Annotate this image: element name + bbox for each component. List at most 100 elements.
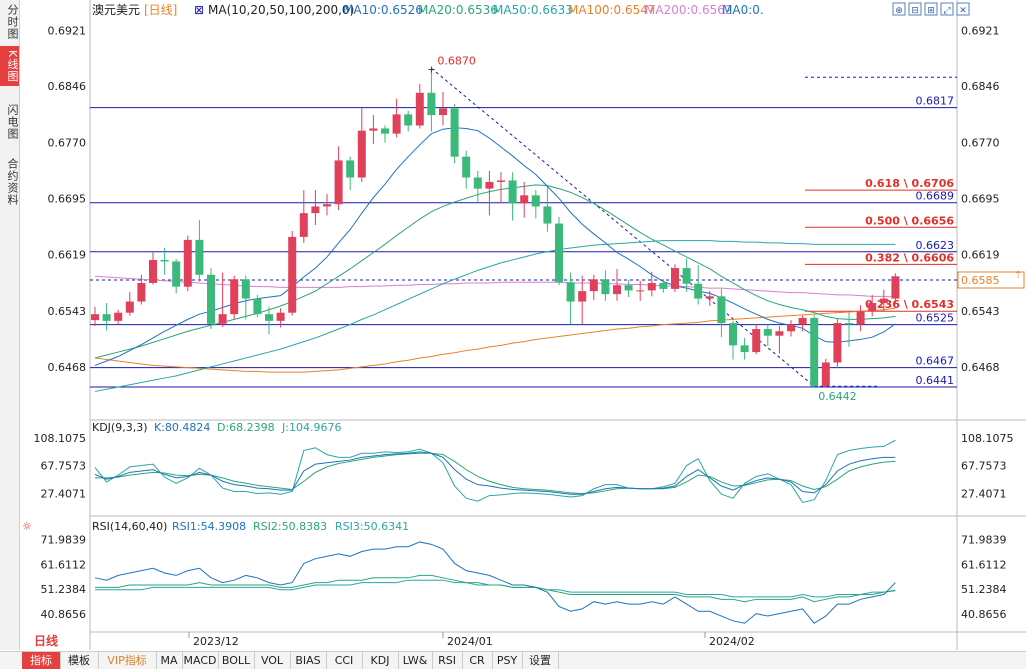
kdj-tick-right: 67.7573 (961, 460, 1007, 473)
sidebar-tab-flash[interactable]: 闪电图 (6, 104, 19, 140)
sidebar-tab-kline[interactable]: K线图 (0, 46, 19, 86)
bottom-tab-1[interactable]: 模板 (60, 652, 99, 669)
bottom-tab-7[interactable]: BIAS (290, 652, 327, 669)
level-label: 0.618 \ 0.6706 (865, 177, 954, 190)
level-label: 0.500 \ 0.6656 (865, 214, 954, 227)
candle-body (276, 312, 285, 321)
period-tab[interactable]: 日线 (34, 634, 59, 648)
candle-body (439, 108, 447, 116)
level-label: 0.6467 (916, 355, 955, 368)
candle-body (833, 323, 842, 363)
candle-body (671, 268, 679, 289)
high-marker: + (427, 64, 435, 75)
rsi-tick-left: 61.6112 (41, 558, 87, 571)
level-label: 0.6441 (916, 374, 955, 387)
price-tick-right: 0.6619 (961, 249, 1000, 262)
rsi-3-value: RSI3:50.6341 (335, 520, 409, 533)
bottom-tab-5[interactable]: BOLL (218, 652, 255, 669)
rsi-title: RSI(14,60,40) (92, 520, 167, 533)
kdj-tick-left: 67.7573 (41, 460, 87, 473)
sidebar: 分时图 K线图 闪电图 合约资料 (0, 0, 20, 650)
low-annotation: 0.6442 (818, 390, 857, 403)
bottom-tab-3[interactable]: MA (156, 652, 183, 669)
ma100-line (94, 307, 896, 373)
bottom-tab-8[interactable]: CCI (326, 652, 363, 669)
level-label: 0.6525 (916, 312, 955, 325)
candle-body (346, 160, 355, 178)
candle-body (497, 180, 505, 182)
candle-body (485, 181, 494, 189)
candle-body (601, 279, 610, 295)
kdj-k-value: K:80.4824 (154, 421, 210, 434)
candle-body (520, 195, 529, 204)
candle-body (311, 206, 320, 214)
kline-chart[interactable]: 0.6921 0.6921 0.6846 0.6846 0.6770 0.6770 0.66… (0, 0, 1026, 651)
candle-body (624, 285, 633, 291)
crosshair-icon: ⊕ (895, 6, 903, 16)
candle-body (740, 345, 749, 353)
candle-body (543, 206, 552, 224)
price-tick-right: 0.6468 (961, 361, 1000, 374)
candle-body (323, 204, 331, 207)
candle-body (891, 276, 900, 299)
candle-body (137, 282, 146, 302)
close-icon-box (956, 2, 970, 16)
high-annotation: 0.6870 (437, 54, 476, 67)
candle-body (183, 239, 192, 287)
candle-body (821, 362, 830, 387)
candle-body (810, 317, 819, 387)
current-price-box (957, 271, 1025, 289)
zoom-in-icon: ⊞ (927, 6, 935, 16)
candle-body (845, 323, 853, 325)
price-tick-right: 0.6543 (961, 305, 1000, 318)
candle-body (682, 268, 691, 284)
bottom-tab-6[interactable]: VOL (254, 652, 291, 669)
bottom-tab-11[interactable]: RSI (432, 652, 463, 669)
sidebar-tab-timeshare[interactable]: 分时图 (6, 4, 19, 40)
ma200-line (94, 275, 896, 298)
rsi-tick-right: 51.2384 (961, 583, 1007, 596)
price-tick-left: 0.6543 (48, 305, 87, 318)
candle-body (334, 160, 343, 205)
rsi-tick-right: 71.9839 (961, 534, 1007, 547)
candle-body (218, 314, 227, 324)
candle-body (705, 296, 714, 299)
candle-body (230, 279, 239, 315)
bottom-tab-12[interactable]: CR (462, 652, 493, 669)
bottom-tab-9[interactable]: KDJ (362, 652, 399, 669)
bottom-tab-2[interactable]: VIP指标 (98, 652, 157, 669)
current-price-marker: ⇡ (1014, 270, 1022, 281)
price-tick-left: 0.6619 (48, 249, 87, 262)
kdj-j-value: J:104.9676 (281, 421, 341, 434)
maximize-icon-box (940, 2, 954, 16)
level-label: 0.382 \ 0.6606 (865, 251, 954, 264)
ma-value: MA20:0.6536 (418, 3, 498, 17)
ma-value: MA100:0.6547 (568, 3, 656, 17)
rsi-tick-left: 40.8656 (41, 608, 87, 621)
candle-body (473, 177, 482, 189)
candle-body (763, 329, 772, 336)
kdj-j-line (94, 439, 896, 504)
candle-body (636, 290, 645, 292)
candle-body (172, 261, 181, 287)
bottom-tab-0[interactable]: 指标 (22, 652, 61, 669)
candle-body (404, 114, 413, 126)
candle-body (265, 314, 273, 321)
bottom-tab-10[interactable]: LW& (398, 652, 433, 669)
candle-body (566, 282, 575, 302)
candle-body (589, 279, 598, 292)
price-tick-right: 0.6921 (961, 24, 1000, 37)
bottom-tab-4[interactable]: MACD (182, 652, 219, 669)
candle-body (195, 239, 204, 275)
ma-icon: ⊠ (194, 3, 204, 17)
candle-body (752, 329, 761, 353)
candle-body (531, 195, 540, 207)
sidebar-tab-contract-info[interactable]: 合约资料 (6, 158, 19, 206)
candle-body (241, 279, 250, 299)
kdj-d-value: D:68.2398 (217, 421, 275, 434)
bottom-tab-13[interactable]: PSY (492, 652, 523, 669)
bottom-tab-14[interactable]: 设置 (522, 652, 559, 669)
candle-body (613, 285, 621, 295)
ma-params: MA(10,20,50,100,200,0) (208, 3, 354, 17)
level-label: 0.6623 (916, 239, 955, 252)
